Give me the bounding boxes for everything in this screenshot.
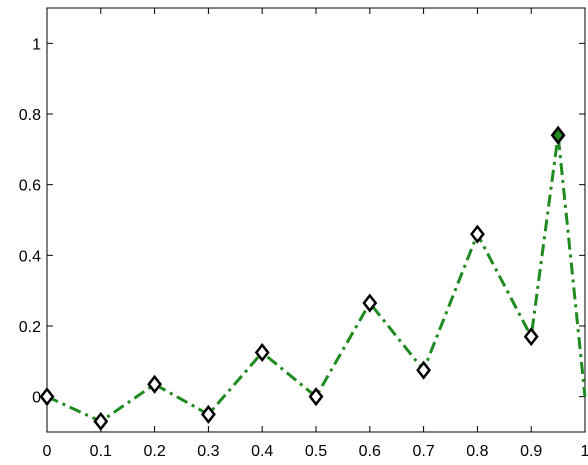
- y-tick-label: 0.2: [19, 319, 41, 336]
- highlighted-diamond-marker: [550, 125, 566, 145]
- diamond-marker: [200, 404, 216, 424]
- x-tick-label: 0.8: [466, 443, 488, 460]
- x-axis-ticks: 0 0.1 0.2 0.3 0.4 0.5 0.6 0.7 0.8 0.9 1: [43, 8, 588, 460]
- x-tick-label: 0.6: [359, 443, 381, 460]
- diamond-marker: [308, 387, 324, 407]
- diamond-marker: [254, 342, 270, 363]
- x-tick-label: 0.3: [197, 443, 219, 460]
- x-tick-label: 0.5: [305, 443, 327, 460]
- diamond-marker: [93, 411, 109, 431]
- y-tick-label: 0: [32, 390, 41, 407]
- y-tick-label: 1: [32, 36, 41, 53]
- y-tick-label: 0.6: [19, 178, 41, 195]
- x-tick-label: 0.2: [143, 443, 165, 460]
- x-tick-label: 0.4: [251, 443, 273, 460]
- x-tick-label: 0.1: [90, 443, 112, 460]
- x-tick-label: 0: [43, 443, 52, 460]
- series-line: [46, 135, 587, 424]
- x-tick-label: 0.9: [520, 443, 542, 460]
- x-tick-label: 1: [581, 443, 588, 460]
- diamond-marker: [147, 374, 163, 394]
- y-axis-ticks: 0 0.2 0.4 0.6 0.8 1: [19, 36, 585, 407]
- diamond-marker: [416, 360, 432, 380]
- y-tick-label: 0.4: [19, 248, 41, 265]
- x-tick-label: 0.7: [412, 443, 434, 460]
- diamond-marker: [362, 293, 378, 313]
- series-markers: [39, 125, 566, 431]
- y-tick-label: 0.8: [19, 107, 41, 124]
- series-polyline: [46, 135, 587, 424]
- plot-border: [46, 7, 586, 433]
- plot-frame: [46, 7, 586, 433]
- diamond-marker: [469, 224, 485, 244]
- diamond-marker: [39, 387, 55, 407]
- diamond-marker: [523, 327, 539, 347]
